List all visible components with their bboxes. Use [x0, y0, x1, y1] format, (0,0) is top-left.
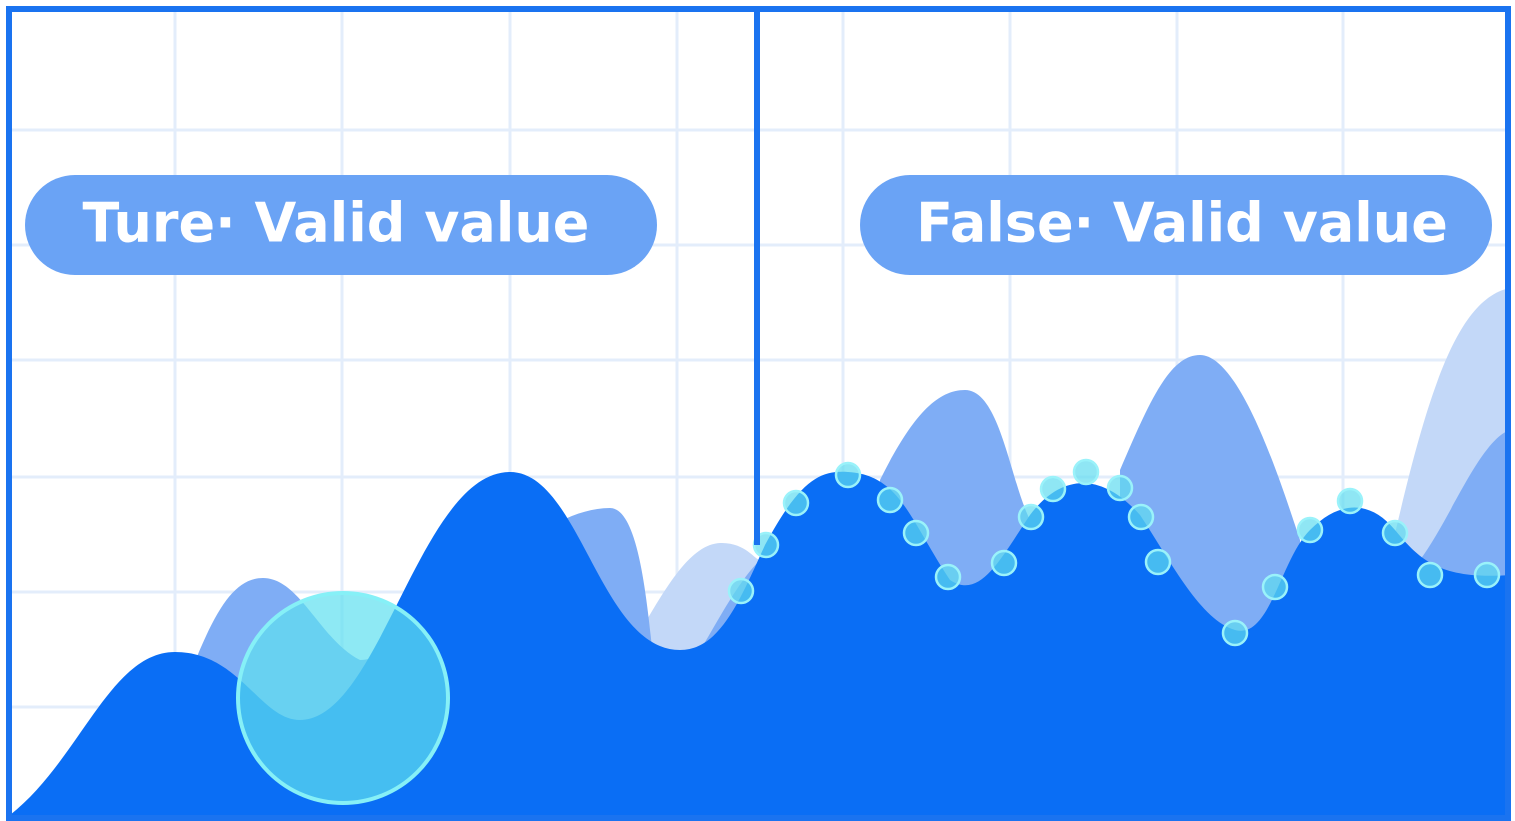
label-text: Ture· Valid value — [83, 192, 590, 255]
illustration: Ture· Valid value False· Valid value — [0, 0, 1515, 821]
label-text: False· Valid value — [916, 192, 1448, 255]
highlight-circle — [238, 593, 448, 803]
